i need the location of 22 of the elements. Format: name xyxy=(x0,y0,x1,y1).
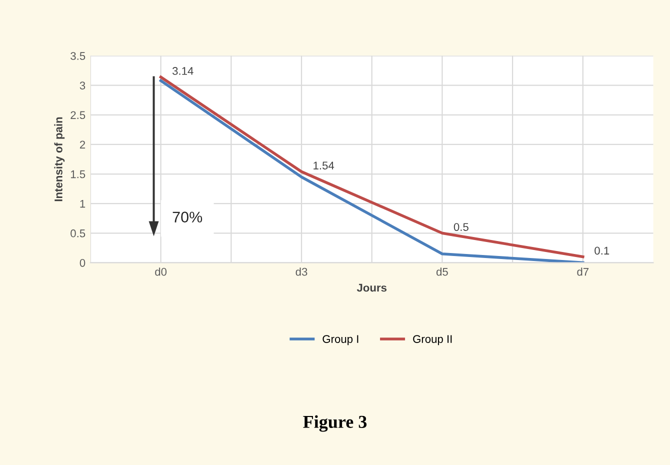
y-tick-label: 3 xyxy=(80,82,86,90)
y-tick-label: 2 xyxy=(80,140,86,149)
data-label: 0.1 xyxy=(594,246,610,255)
y-tick-label: 0.5 xyxy=(70,229,86,238)
data-label: 3.14 xyxy=(172,67,194,75)
legend-label: Group I xyxy=(322,335,358,346)
annotation: 70% xyxy=(172,212,202,222)
data-label: 0.5 xyxy=(454,223,468,231)
y-tick-label: 1.5 xyxy=(70,170,86,178)
data-label: 1.54 xyxy=(314,162,334,170)
x-tick-label: d0 xyxy=(155,268,167,276)
y-tick-label: 3.5 xyxy=(70,52,86,60)
caption: Figure 3 xyxy=(303,415,367,432)
y-tick-label: 2.5 xyxy=(70,111,86,120)
legend-label: Group II xyxy=(413,335,452,346)
y-tick-label: 1 xyxy=(80,200,86,208)
x-tick-label: d5 xyxy=(436,268,448,276)
y-axis-title: Intensity of pain xyxy=(54,117,65,202)
x-tick-label: d7 xyxy=(577,268,589,276)
x-tick-label: d3 xyxy=(296,268,308,276)
x-axis-title: Jours xyxy=(356,284,387,292)
y-tick-label: 0 xyxy=(80,258,86,267)
